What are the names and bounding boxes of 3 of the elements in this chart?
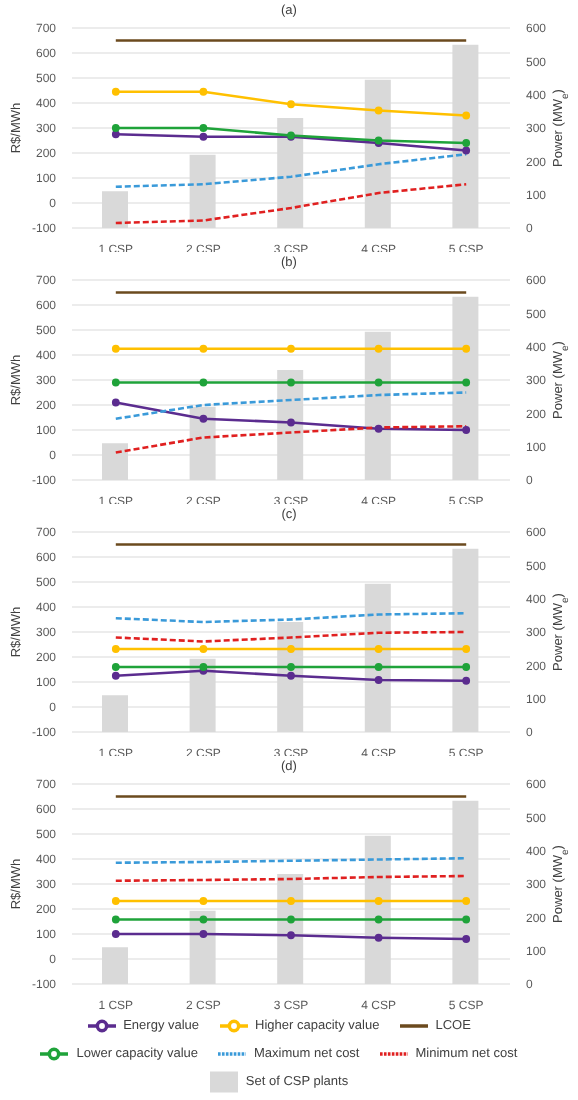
line-series <box>114 391 468 421</box>
line-series <box>114 182 468 225</box>
line-series <box>114 424 468 454</box>
